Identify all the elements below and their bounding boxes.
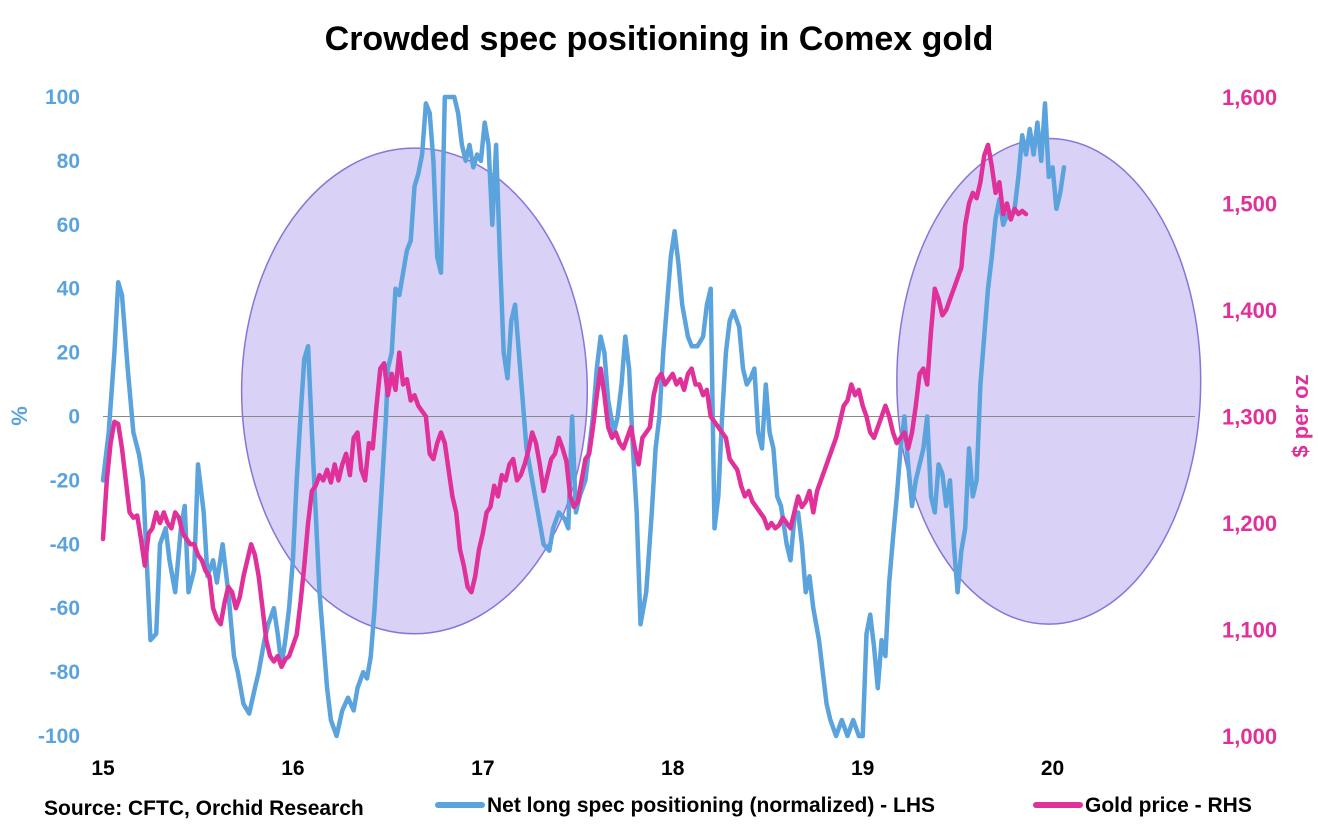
x-tick-label: 16: [281, 757, 304, 780]
right-tick-label: 1,100: [1222, 618, 1277, 643]
right-axis-ticks: 1,600 1,500 1,400 1,300 1,200 1,100 1,000: [1222, 85, 1277, 749]
highlight-ellipse-2: [896, 137, 1202, 625]
left-tick-label: -20: [50, 469, 80, 492]
source-note: Source: CFTC, Orchid Research: [44, 797, 364, 820]
right-tick-label: 1,000: [1222, 724, 1277, 749]
left-tick-label: -40: [50, 533, 80, 556]
right-tick-label: 1,400: [1222, 298, 1277, 323]
left-tick-label: 20: [57, 342, 80, 365]
left-axis-ticks: 100 80 60 40 20 0 -20 -40 -60 -80 -100: [38, 86, 80, 748]
x-tick-label: 15: [91, 757, 115, 780]
series-layer: [100, 94, 1067, 739]
left-tick-label: -80: [50, 661, 80, 684]
left-tick-label: 40: [57, 278, 80, 301]
left-tick-label: 100: [45, 86, 80, 109]
left-tick-label: 0: [68, 406, 80, 429]
chart-title: Crowded spec positioning in Comex gold: [325, 20, 994, 58]
right-axis-label: $ per oz: [1288, 374, 1313, 457]
legend-label-gold: Gold price - RHS: [1085, 794, 1252, 817]
legend-label-positioning: Net long spec positioning (normalized) -…: [487, 794, 935, 817]
right-tick-label: 1,500: [1222, 192, 1277, 217]
left-tick-label: -60: [50, 597, 80, 620]
series-line-gold: [100, 142, 1029, 670]
left-tick-label: -100: [38, 725, 80, 748]
legend: Net long spec positioning (normalized) -…: [435, 794, 1252, 817]
right-tick-label: 1,600: [1222, 85, 1277, 110]
x-tick-label: 18: [661, 757, 685, 780]
right-tick-label: 1,300: [1222, 405, 1277, 430]
left-tick-label: 80: [57, 150, 80, 173]
x-tick-label: 20: [1041, 757, 1064, 780]
x-axis-ticks: 15 16 17 18 19 20: [91, 757, 1064, 780]
series-line-positioning: [100, 94, 1067, 739]
left-axis-label: %: [7, 406, 32, 426]
right-tick-label: 1,200: [1222, 511, 1277, 536]
left-tick-label: 60: [57, 214, 80, 237]
x-tick-label: 19: [851, 757, 874, 780]
x-tick-label: 17: [471, 757, 494, 780]
